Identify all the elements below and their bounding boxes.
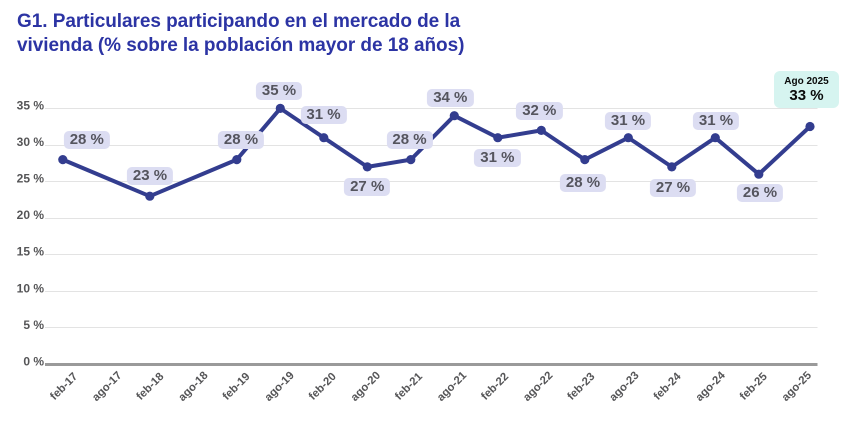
svg-text:ago-20: ago-20 xyxy=(349,370,383,404)
svg-text:20 %: 20 % xyxy=(17,208,45,222)
svg-text:10 %: 10 % xyxy=(17,281,45,295)
svg-text:feb-24: feb-24 xyxy=(652,370,685,403)
svg-text:25 %: 25 % xyxy=(17,172,45,186)
svg-text:0 %: 0 % xyxy=(23,355,44,369)
svg-text:ago-24: ago-24 xyxy=(694,369,729,404)
svg-text:ago-21: ago-21 xyxy=(435,370,469,404)
svg-text:feb-21: feb-21 xyxy=(393,371,425,403)
svg-text:ago-18: ago-18 xyxy=(176,370,210,404)
svg-text:feb-22: feb-22 xyxy=(479,371,511,403)
svg-text:feb-18: feb-18 xyxy=(134,371,166,403)
svg-text:feb-25: feb-25 xyxy=(738,371,770,403)
svg-text:5 %: 5 % xyxy=(23,318,44,332)
svg-text:35 %: 35 % xyxy=(17,99,45,113)
svg-text:ago-17: ago-17 xyxy=(90,370,124,404)
svg-text:ago-22: ago-22 xyxy=(521,370,555,404)
svg-text:ago-23: ago-23 xyxy=(607,370,641,404)
svg-text:feb-17: feb-17 xyxy=(48,371,80,403)
svg-text:ago-19: ago-19 xyxy=(263,370,297,404)
svg-text:ago-25: ago-25 xyxy=(780,370,814,404)
svg-text:feb-19: feb-19 xyxy=(221,371,253,403)
svg-text:feb-20: feb-20 xyxy=(307,371,339,403)
svg-text:15 %: 15 % xyxy=(17,245,45,259)
svg-text:30 %: 30 % xyxy=(17,135,45,149)
svg-text:feb-23: feb-23 xyxy=(565,371,597,403)
